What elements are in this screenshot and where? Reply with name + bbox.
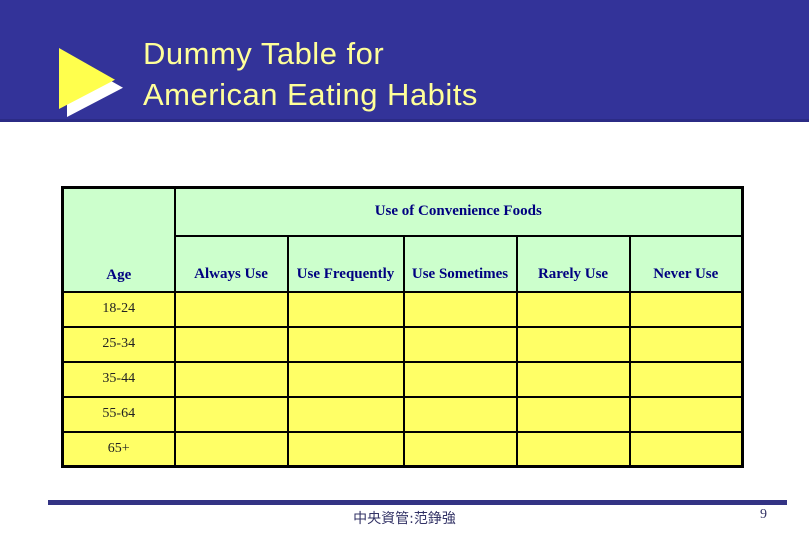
col-header-always-use: Always Use — [173, 234, 289, 293]
col-header-never-use: Never Use — [628, 234, 744, 293]
table-cell — [173, 395, 289, 433]
table-cell — [286, 325, 405, 363]
table-cell — [628, 290, 744, 328]
footer-divider — [48, 500, 787, 505]
col-header-use-frequently: Use Frequently — [286, 234, 405, 293]
table-cell — [173, 430, 289, 468]
row-label-35-44: 35-44 — [61, 360, 176, 398]
row-label-25-34: 25-34 — [61, 325, 176, 363]
row-label-65plus: 65+ — [61, 430, 176, 468]
slide-title-line1: Dummy Table for — [143, 36, 385, 71]
table-row: 55-64 — [61, 395, 744, 433]
bullet-triangle — [59, 48, 125, 118]
dummy-table: Age Use of Convenience Foods Always Use … — [61, 186, 744, 468]
table-cell — [515, 290, 631, 328]
table-header-row-2: Always Use Use Frequently Use Sometimes … — [63, 234, 744, 293]
table-row: 65+ — [61, 430, 744, 468]
table-cell — [628, 430, 744, 468]
table-cell — [515, 360, 631, 398]
table-cell — [286, 360, 405, 398]
slide-title: Dummy Table for American Eating Habits — [143, 33, 478, 115]
row-label-55-64: 55-64 — [61, 395, 176, 433]
slide-title-line2: American Eating Habits — [143, 77, 478, 112]
col-header-rarely-use: Rarely Use — [515, 234, 631, 293]
col-header-age: Age — [61, 186, 176, 293]
table-cell — [628, 325, 744, 363]
table-header-row-1: Age Use of Convenience Foods — [61, 186, 744, 293]
page-number: 9 — [760, 507, 767, 522]
table-cell — [286, 290, 405, 328]
span-header-use-of-convenience-foods: Use of Convenience Foods — [173, 186, 744, 237]
table-cell — [286, 430, 405, 468]
table-cell — [286, 395, 405, 433]
table-cell — [173, 325, 289, 363]
table-cell — [628, 395, 744, 433]
row-label-18-24: 18-24 — [61, 290, 176, 328]
table-row: 35-44 — [61, 360, 744, 398]
table-row: 18-24 — [61, 290, 744, 328]
table-cell — [515, 395, 631, 433]
col-header-use-sometimes: Use Sometimes — [402, 234, 518, 293]
table-cell — [402, 395, 518, 433]
table-row: 25-34 — [61, 325, 744, 363]
table-cell — [402, 360, 518, 398]
table-cell — [173, 360, 289, 398]
table-cell — [402, 430, 518, 468]
table-cell — [515, 325, 631, 363]
title-band: Dummy Table for American Eating Habits — [0, 0, 809, 122]
table-cell — [628, 360, 744, 398]
table-cell — [402, 290, 518, 328]
table-cell — [402, 325, 518, 363]
footer-credit: 中央資管:范錚強 — [353, 511, 456, 527]
table-cell — [515, 430, 631, 468]
table-cell — [173, 290, 289, 328]
